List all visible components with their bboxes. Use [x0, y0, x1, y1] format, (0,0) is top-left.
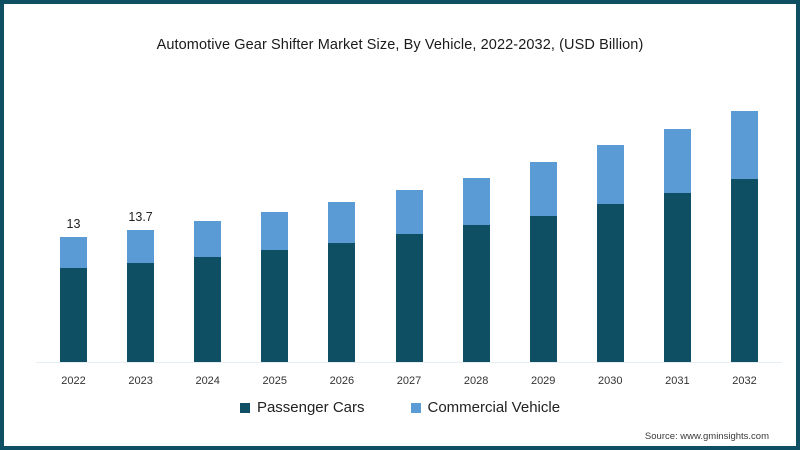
bar-segment-commercial-vehicle	[596, 144, 624, 205]
bar-column-2024[interactable]	[194, 220, 222, 362]
chart-title: Automotive Gear Shifter Market Size, By …	[156, 37, 644, 53]
bar-segment-commercial-vehicle	[261, 211, 289, 251]
legend-swatch-icon	[239, 402, 250, 413]
legend-label: Passenger Cars	[256, 399, 365, 416]
bar-segment-passenger-cars	[194, 257, 222, 362]
chart-legend: Passenger Cars Commercial Vehicle	[7, 399, 793, 416]
bar-segment-commercial-vehicle	[328, 202, 356, 243]
legend-swatch-icon	[410, 402, 421, 413]
x-axis-tick-2024: 2024	[195, 375, 220, 387]
bar-column-2025[interactable]	[261, 211, 289, 362]
bar-segment-passenger-cars	[261, 250, 289, 362]
bar-column-2022[interactable]	[60, 236, 87, 362]
x-axis-tick-2028: 2028	[463, 375, 489, 387]
x-axis-tick-2022: 2022	[61, 375, 86, 387]
bar-column-2031[interactable]	[663, 129, 691, 362]
bar-column-2030[interactable]	[596, 144, 624, 362]
bar-column-2028[interactable]	[462, 178, 490, 362]
bar-column-2026[interactable]	[328, 202, 356, 362]
chart-inner-frame: Automotive Gear Shifter Market Size, By …	[4, 4, 796, 446]
bar-segment-passenger-cars	[596, 204, 624, 362]
bar-value-label-2023: 13.7	[128, 210, 153, 225]
chart-plot-area: 13 2022 13.7 2023 2024 2025 2026 2027 2028 2029 20…	[7, 7, 799, 449]
x-axis-line	[36, 362, 782, 363]
bar-column-2023[interactable]	[127, 230, 155, 362]
bar-column-2032[interactable]	[731, 110, 758, 362]
bar-segment-commercial-vehicle	[194, 220, 222, 258]
bar-value-label-2022: 13	[66, 216, 81, 231]
bar-segment-commercial-vehicle	[127, 230, 155, 263]
x-axis-tick-2026: 2026	[329, 375, 355, 387]
bar-segment-passenger-cars	[328, 242, 356, 362]
legend-item-passenger-cars[interactable]: Passenger Cars	[239, 399, 365, 416]
x-axis-tick-2032: 2032	[732, 375, 757, 387]
bar-segment-passenger-cars	[529, 215, 557, 362]
x-axis-tick-2030: 2030	[598, 375, 623, 387]
bar-column-2027[interactable]	[395, 189, 423, 362]
bar-segment-commercial-vehicle	[395, 189, 423, 235]
bar-segment-passenger-cars	[731, 179, 758, 362]
x-axis-tick-2025: 2025	[262, 375, 288, 387]
bar-segment-commercial-vehicle	[60, 236, 87, 268]
bar-segment-commercial-vehicle	[663, 129, 691, 193]
bar-segment-passenger-cars	[60, 267, 87, 362]
legend-label: Commercial Vehicle	[427, 399, 561, 416]
bar-segment-passenger-cars	[462, 225, 490, 362]
bar-segment-commercial-vehicle	[731, 110, 758, 180]
x-axis-tick-2029: 2029	[530, 375, 556, 387]
bar-segment-passenger-cars	[663, 192, 691, 362]
x-axis-tick-2031: 2031	[665, 375, 690, 387]
x-axis-tick-2023: 2023	[128, 375, 153, 387]
bar-column-2029[interactable]	[529, 161, 557, 362]
bar-segment-passenger-cars	[395, 234, 423, 362]
source-attribution: Source: www.gminsights.com	[644, 431, 769, 442]
bar-segment-commercial-vehicle	[462, 178, 490, 226]
bar-segment-passenger-cars	[127, 262, 155, 362]
x-axis-tick-2027: 2027	[396, 375, 422, 387]
bar-segment-commercial-vehicle	[529, 161, 557, 216]
legend-item-commercial-vehicle[interactable]: Commercial Vehicle	[410, 399, 561, 416]
